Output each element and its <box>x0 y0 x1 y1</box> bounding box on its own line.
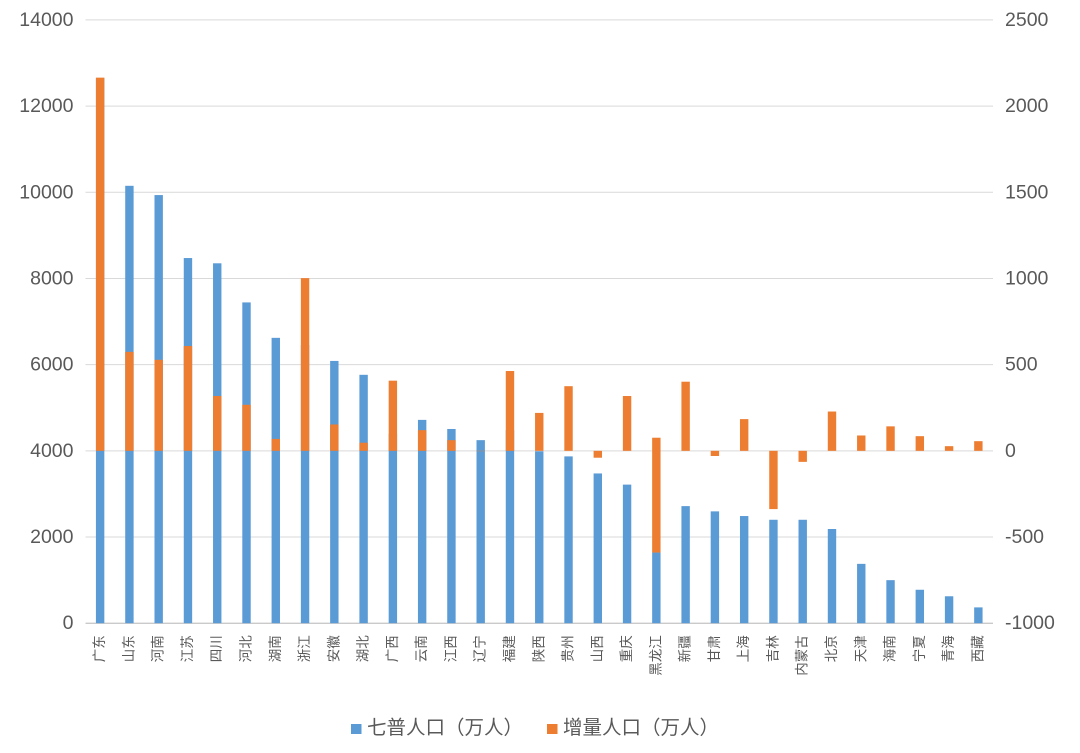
svg-text:14000: 14000 <box>19 9 73 31</box>
svg-text:陕西: 陕西 <box>531 635 546 662</box>
svg-text:云南: 云南 <box>414 635 429 662</box>
svg-text:0: 0 <box>1005 440 1016 462</box>
svg-text:河南: 河南 <box>151 635 166 662</box>
svg-text:北京: 北京 <box>824 635 839 662</box>
svg-text:吉林: 吉林 <box>765 635 780 662</box>
svg-text:2000: 2000 <box>1005 95 1049 117</box>
svg-text:宁夏: 宁夏 <box>911 635 927 662</box>
svg-text:上海: 上海 <box>736 635 751 662</box>
svg-text:西藏: 西藏 <box>970 635 985 662</box>
svg-text:四川: 四川 <box>209 635 224 662</box>
svg-text:新疆: 新疆 <box>678 635 693 662</box>
svg-text:8000: 8000 <box>30 267 74 289</box>
svg-text:湖北: 湖北 <box>356 635 371 662</box>
svg-text:河北: 河北 <box>239 635 254 662</box>
svg-text:安徽: 安徽 <box>326 635 341 662</box>
svg-text:青海: 青海 <box>941 635 956 662</box>
svg-text:4000: 4000 <box>30 440 74 462</box>
svg-text:甘肃: 甘肃 <box>707 635 722 662</box>
svg-text:1000: 1000 <box>1005 267 1049 289</box>
svg-text:浙江: 浙江 <box>297 635 312 662</box>
svg-text:10000: 10000 <box>19 181 73 203</box>
svg-text:1500: 1500 <box>1005 181 1049 203</box>
svg-text:广东: 广东 <box>92 635 107 662</box>
svg-text:重庆: 重庆 <box>619 635 634 662</box>
svg-text:山西: 山西 <box>590 635 605 662</box>
svg-text:海南: 海南 <box>883 635 898 662</box>
svg-text:500: 500 <box>1005 354 1038 376</box>
svg-text:黑龙江: 黑龙江 <box>648 635 663 676</box>
svg-text:内蒙古: 内蒙古 <box>795 635 810 676</box>
svg-text:2000: 2000 <box>30 526 74 548</box>
svg-text:辽宁: 辽宁 <box>472 635 488 662</box>
svg-text:江苏: 江苏 <box>180 635 195 662</box>
svg-text:-1000: -1000 <box>1005 612 1055 634</box>
svg-text:2500: 2500 <box>1005 9 1049 31</box>
svg-text:江西: 江西 <box>443 635 458 662</box>
svg-text:湖南: 湖南 <box>268 635 283 662</box>
svg-text:6000: 6000 <box>30 354 74 376</box>
svg-text:增量人口（万人）: 增量人口（万人） <box>563 717 719 739</box>
svg-text:广西: 广西 <box>385 635 400 662</box>
svg-text:七普人口（万人）: 七普人口（万人） <box>367 717 523 739</box>
svg-text:福建: 福建 <box>502 635 517 662</box>
svg-text:-500: -500 <box>1005 526 1044 548</box>
svg-text:天津: 天津 <box>853 635 868 662</box>
svg-text:0: 0 <box>63 612 74 634</box>
svg-text:山东: 山东 <box>121 635 136 662</box>
svg-text:贵州: 贵州 <box>561 635 576 662</box>
svg-text:12000: 12000 <box>19 95 73 117</box>
